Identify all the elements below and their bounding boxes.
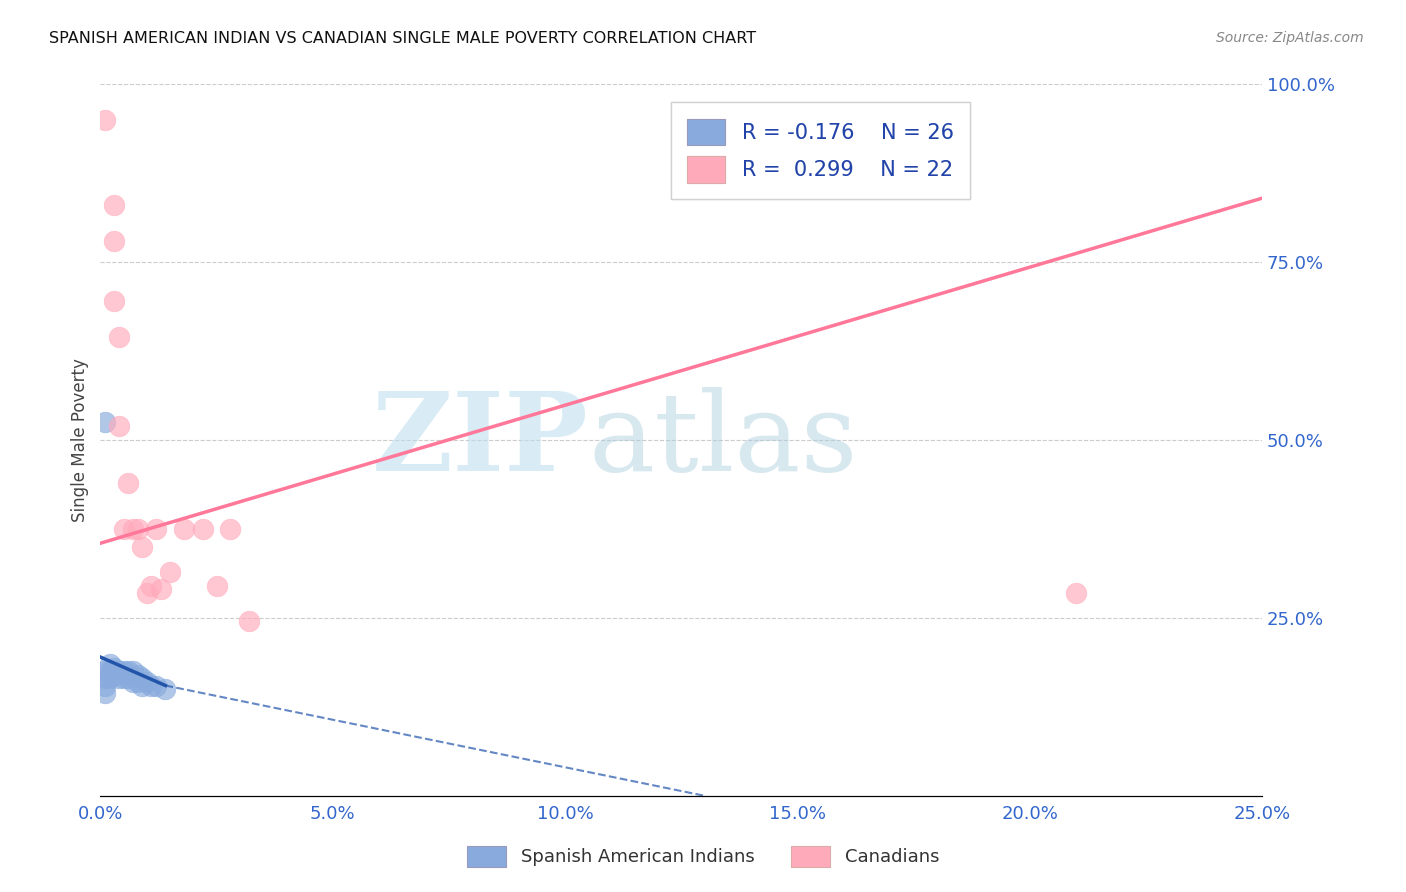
Y-axis label: Single Male Poverty: Single Male Poverty (72, 359, 89, 522)
Point (159, 565, 181, 579)
Point (1064, 586, 1087, 600)
Point (94, 679, 117, 693)
Point (103, 294, 125, 309)
Point (108, 418, 131, 433)
Text: ZIP: ZIP (371, 386, 588, 493)
Point (117, 475, 139, 490)
Point (122, 665, 145, 679)
Point (131, 540, 153, 554)
Point (103, 661, 125, 675)
Legend: R = -0.176    N = 26, R =  0.299    N = 22: R = -0.176 N = 26, R = 0.299 N = 22 (671, 102, 970, 199)
Point (127, 522, 149, 536)
Point (122, 675, 145, 690)
Point (155, 681, 177, 696)
Point (108, 665, 131, 679)
Point (173, 522, 195, 536)
Text: atlas: atlas (588, 386, 858, 493)
Point (191, 522, 214, 536)
Point (98, 657, 121, 672)
Point (141, 679, 163, 693)
Point (103, 198, 125, 212)
Point (135, 586, 157, 600)
Point (135, 675, 157, 690)
Point (103, 668, 125, 682)
Point (112, 672, 135, 686)
Point (103, 234, 125, 248)
Point (219, 522, 242, 536)
Point (112, 522, 135, 536)
Text: SPANISH AMERICAN INDIAN VS CANADIAN SINGLE MALE POVERTY CORRELATION CHART: SPANISH AMERICAN INDIAN VS CANADIAN SING… (49, 31, 756, 46)
Point (117, 672, 139, 686)
Point (112, 665, 135, 679)
Point (127, 668, 149, 682)
Point (94, 685, 117, 699)
Point (205, 579, 228, 593)
Point (98, 672, 121, 686)
Point (141, 579, 163, 593)
Point (145, 679, 167, 693)
Point (94, 113, 117, 128)
Point (149, 582, 172, 597)
Point (98, 665, 121, 679)
Point (127, 675, 149, 690)
Point (108, 330, 131, 344)
Point (131, 672, 153, 686)
Point (94, 672, 117, 686)
Point (122, 522, 145, 536)
Text: Source: ZipAtlas.com: Source: ZipAtlas.com (1216, 31, 1364, 45)
Legend: Spanish American Indians, Canadians: Spanish American Indians, Canadians (460, 838, 946, 874)
Point (94, 415, 117, 429)
Point (94, 665, 117, 679)
Point (145, 522, 167, 536)
Point (238, 615, 260, 629)
Point (108, 672, 131, 686)
Point (117, 665, 139, 679)
Point (131, 679, 153, 693)
